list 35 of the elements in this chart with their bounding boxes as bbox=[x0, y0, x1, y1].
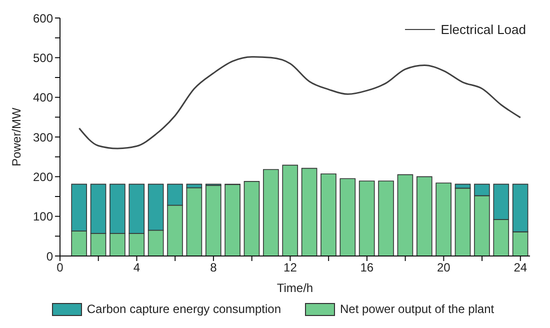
bar bbox=[320, 173, 336, 256]
bar bbox=[186, 187, 202, 256]
x-tick-label: 20 bbox=[436, 260, 451, 275]
bar bbox=[224, 184, 240, 256]
x-tick-label: 16 bbox=[360, 260, 374, 275]
bar bbox=[378, 180, 394, 256]
y-tick-label: 500 bbox=[32, 50, 54, 65]
y-tick-label: 200 bbox=[32, 170, 54, 184]
line-series bbox=[78, 56, 522, 150]
y-tick-label: 300 bbox=[32, 130, 54, 144]
x-axis-title: Time/h bbox=[276, 281, 314, 295]
bar bbox=[416, 176, 432, 256]
bar bbox=[358, 180, 375, 256]
bar bbox=[244, 181, 260, 256]
bar bbox=[397, 174, 414, 256]
legend-label: Carbon capture energy consumption bbox=[86, 302, 281, 316]
y-tick-label: 0 bbox=[46, 249, 54, 264]
legend-label: Net power output of the plant bbox=[339, 302, 494, 316]
y-tick-label: 600 bbox=[32, 11, 54, 26]
bar bbox=[340, 178, 356, 256]
bar bbox=[205, 184, 222, 256]
legend-label: Electrical Load bbox=[440, 22, 526, 37]
x-tick-label: 24 bbox=[514, 260, 528, 275]
x-tick-label: 8 bbox=[210, 260, 218, 275]
y-tick-label: 400 bbox=[32, 90, 54, 105]
bar bbox=[263, 169, 279, 256]
bar bbox=[436, 182, 452, 256]
bar bbox=[454, 188, 471, 256]
x-tick-label: 0 bbox=[56, 260, 64, 275]
x-tick-label: 4 bbox=[133, 260, 140, 275]
bar bbox=[282, 164, 298, 256]
y-tick-label: 100 bbox=[32, 210, 54, 224]
x-tick-label: 12 bbox=[284, 260, 298, 275]
bar bbox=[301, 168, 318, 256]
y-axis-title: Power/MW bbox=[9, 106, 24, 166]
